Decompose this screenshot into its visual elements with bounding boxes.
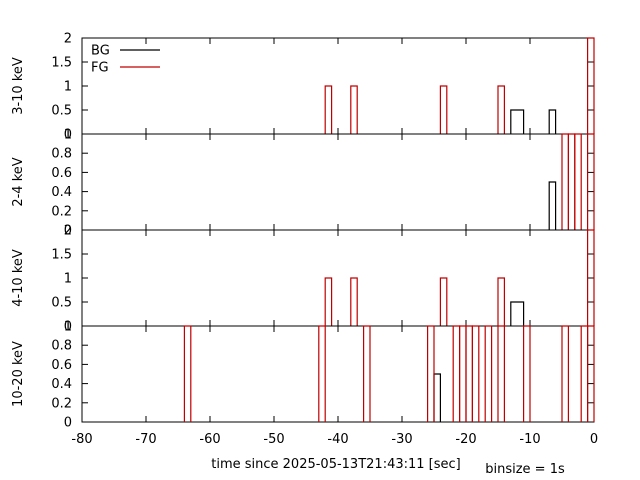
x-tick-label: -20: [455, 432, 476, 447]
bin-fg: [497, 277, 505, 326]
bin-fg: [587, 325, 595, 422]
bin-fg: [587, 133, 595, 230]
bin-fg: [452, 325, 461, 422]
panel-3: 0 0.5 1 1.5 2 4-10 keV: [11, 224, 595, 335]
bin-fg: [439, 277, 448, 326]
y-tick-label: 1: [64, 320, 72, 335]
bin-fg: [587, 229, 595, 326]
legend-label-fg: FG: [91, 61, 109, 76]
y-tick-label: 0.4: [51, 185, 72, 200]
y-tick-label: 0: [64, 224, 72, 239]
bin-bg: [548, 109, 557, 134]
bin-bg: [433, 373, 441, 422]
x-tick-label: 0: [590, 432, 598, 447]
y-tick-label: 0.4: [51, 377, 72, 392]
y-tick-label: 0: [64, 320, 72, 335]
legend: BG FG: [91, 44, 160, 76]
y-tick-label: 1.5: [51, 56, 72, 71]
y-tick-label: 0.2: [51, 396, 72, 411]
y-tick-label: 0: [64, 128, 72, 143]
x-tick-label: -50: [263, 432, 284, 447]
panel-frame: [81, 37, 595, 135]
y-tick-label: 0: [64, 416, 72, 431]
bin-fg: [363, 325, 371, 422]
panel-2: 0 0.2 0.4 0.6 0.8 1 2-4 keV: [11, 128, 595, 239]
y-axis-label: 4-10 keV: [11, 249, 26, 307]
bin-fg: [587, 37, 595, 134]
x-tick-label: -30: [391, 432, 412, 447]
panel-frame: [81, 133, 595, 231]
panel-frame: [81, 229, 595, 327]
bin-fg: [465, 325, 473, 422]
x-axis-label: time since 2025-05-13T21:43:11 [sec]: [211, 457, 460, 472]
bin-fg: [561, 325, 569, 422]
bin-fg: [183, 325, 192, 422]
bin-fg: [350, 277, 358, 326]
bin-bg: [510, 301, 525, 326]
y-tick-label: 1.5: [51, 248, 72, 263]
bin-fg: [523, 325, 531, 422]
y-tick-label: 2: [64, 224, 72, 239]
bin-fg: [439, 85, 448, 134]
y-tick-label: 0.6: [51, 358, 72, 373]
bin-fg: [318, 325, 326, 422]
bin-fg: [497, 325, 505, 422]
y-tick-label: 0.6: [51, 166, 72, 181]
bin-fg: [324, 277, 333, 326]
bin-fg: [324, 85, 333, 134]
y-tick-label: 0.8: [51, 147, 72, 162]
x-axis: -80 -70 -60 -50 -40 -30 -20 -10 0: [71, 432, 598, 447]
bin-fg: [561, 133, 569, 230]
bin-fg: [580, 325, 589, 422]
bin-fg: [574, 133, 582, 230]
bin-fg: [497, 85, 505, 134]
panel-frame: [81, 325, 595, 423]
y-tick-label: 0.5: [51, 296, 72, 311]
bin-fg: [427, 325, 435, 422]
y-tick-label: 0.2: [51, 204, 72, 219]
y-axis-label: 3-10 keV: [11, 57, 26, 115]
x-tick-label: -70: [135, 432, 156, 447]
y-tick-label: 0.8: [51, 339, 72, 354]
bin-fg: [459, 325, 467, 422]
y-tick-label: 0.5: [51, 104, 72, 119]
bin-fg: [350, 85, 358, 134]
legend-label-bg: BG: [91, 44, 110, 59]
bin-fg: [484, 325, 493, 422]
x-tick-label: -80: [71, 432, 92, 447]
bin-bg: [548, 181, 557, 230]
bin-bg: [510, 109, 525, 134]
y-tick-label: 1: [64, 80, 72, 95]
x-tick-label: -40: [327, 432, 348, 447]
y-axis-label: 10-20 keV: [11, 341, 26, 407]
y-tick-label: 1: [64, 128, 72, 143]
panel-4: 0 0.2 0.4 0.6 0.8 1 10-20 keV: [11, 320, 595, 431]
y-tick-label: 2: [64, 32, 72, 47]
bin-fg: [471, 325, 480, 422]
x-tick-label: -60: [199, 432, 220, 447]
x-tick-label: -10: [519, 432, 540, 447]
y-tick-label: 1: [64, 272, 72, 287]
y-axis-label: 2-4 keV: [11, 157, 26, 206]
bin-fg: [567, 133, 576, 230]
binsize-note: binsize = 1s: [485, 462, 565, 477]
